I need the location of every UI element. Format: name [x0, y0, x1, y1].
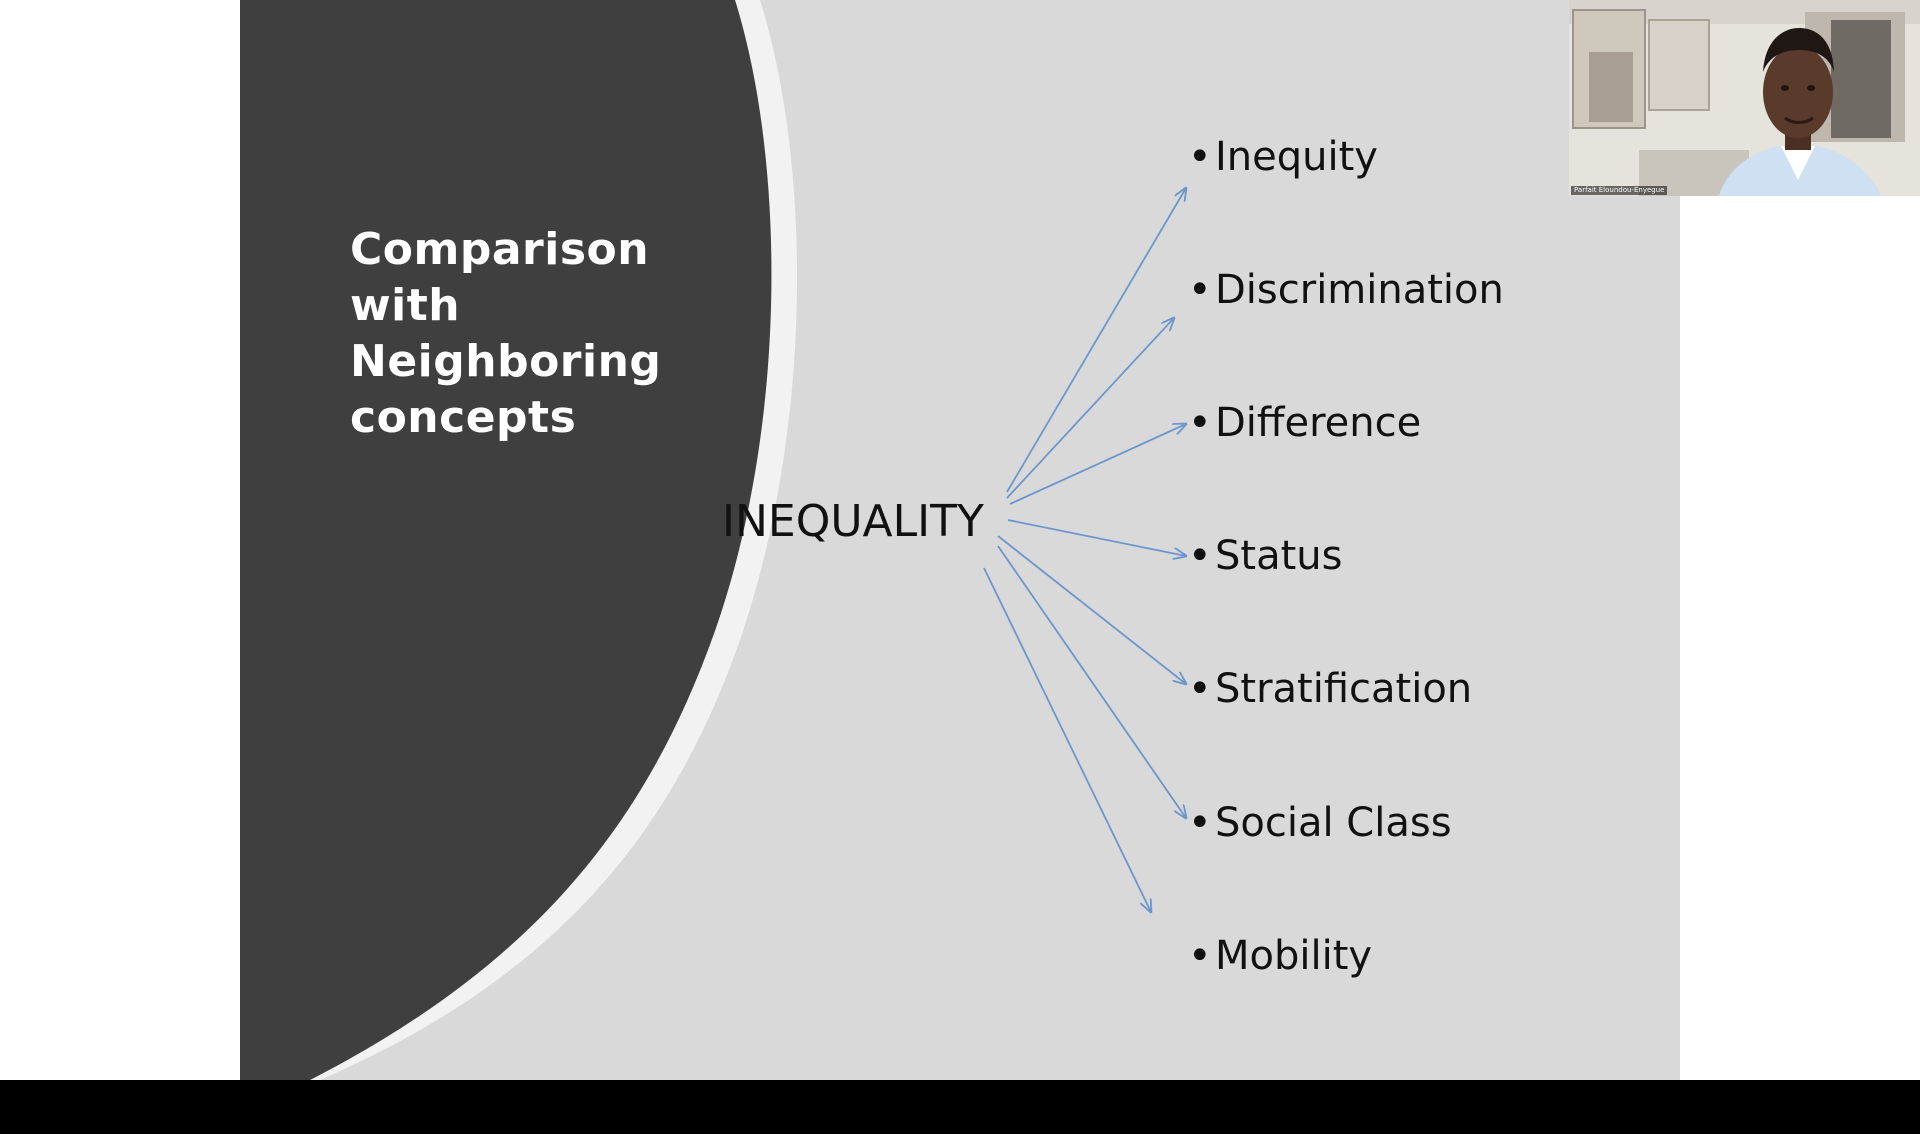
concept-item-social-class: •Social Class — [1188, 798, 1452, 848]
concept-item-difference: •Difference — [1188, 398, 1421, 448]
bullet-icon: • — [1188, 400, 1212, 446]
arrow-to-difference — [1009, 424, 1186, 505]
bullet-icon: • — [1188, 666, 1212, 712]
arrow-to-status — [1007, 519, 1186, 556]
slide-background-art — [240, 0, 1680, 1080]
slide-title: Comparison with Neighboring concepts — [350, 224, 662, 443]
bullet-icon: • — [1188, 267, 1212, 313]
bottom-black-bar — [0, 1080, 1920, 1134]
participant-video-feed — [1569, 0, 1920, 196]
concept-label: Social Class — [1215, 800, 1452, 846]
arrow-to-stratification — [997, 535, 1186, 684]
bullet-icon: • — [1188, 800, 1212, 846]
arrow-to-social-class — [997, 545, 1186, 818]
bullet-icon: • — [1188, 134, 1212, 180]
arrow-to-mobility — [983, 567, 1151, 912]
concept-label: Mobility — [1215, 933, 1373, 979]
bullet-icon: • — [1188, 933, 1212, 979]
participant-name-label: Parfait Eloundou-Enyegue — [1571, 186, 1668, 195]
concept-item-inequity: •Inequity — [1188, 132, 1378, 182]
presentation-slide: Comparison with Neighboring concepts INE… — [240, 0, 1680, 1080]
concept-label: Discrimination — [1215, 267, 1504, 313]
concept-label: Stratification — [1215, 666, 1473, 712]
central-concept-label: INEQUALITY — [722, 496, 984, 547]
concept-label: Status — [1215, 533, 1343, 579]
concept-item-discrimination: •Discrimination — [1188, 265, 1504, 315]
concept-arrows — [983, 188, 1186, 912]
arrow-to-inequity — [1006, 188, 1186, 493]
concept-label: Difference — [1215, 400, 1422, 446]
arrow-to-discrimination — [1006, 318, 1174, 499]
bullet-icon: • — [1188, 533, 1212, 579]
concept-item-status: •Status — [1188, 531, 1342, 581]
concept-item-stratification: •Stratification — [1188, 664, 1472, 714]
participant-video-thumbnail[interactable]: Parfait Eloundou-Enyegue — [1569, 0, 1920, 196]
concept-item-mobility: •Mobility — [1188, 931, 1372, 981]
concept-label: Inequity — [1215, 134, 1378, 180]
dark-title-panel — [240, 0, 772, 1080]
